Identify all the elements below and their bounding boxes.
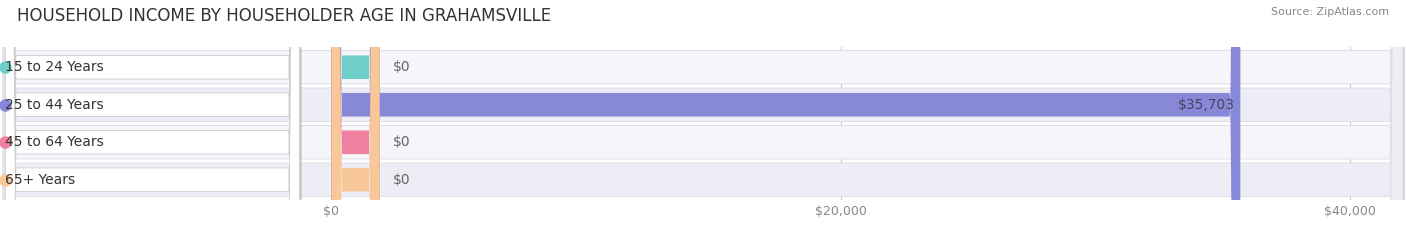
Text: 15 to 24 Years: 15 to 24 Years xyxy=(6,60,104,74)
Text: $35,703: $35,703 xyxy=(1178,98,1234,112)
FancyBboxPatch shape xyxy=(7,0,301,233)
FancyBboxPatch shape xyxy=(7,0,301,233)
FancyBboxPatch shape xyxy=(3,0,1403,233)
FancyBboxPatch shape xyxy=(332,0,380,233)
FancyBboxPatch shape xyxy=(6,0,299,233)
Text: 65+ Years: 65+ Years xyxy=(6,173,76,187)
FancyBboxPatch shape xyxy=(3,0,1403,233)
FancyBboxPatch shape xyxy=(6,0,1405,233)
FancyBboxPatch shape xyxy=(7,0,301,233)
Text: 45 to 64 Years: 45 to 64 Years xyxy=(6,135,104,149)
Text: $0: $0 xyxy=(392,135,411,149)
Text: Source: ZipAtlas.com: Source: ZipAtlas.com xyxy=(1271,7,1389,17)
FancyBboxPatch shape xyxy=(6,0,299,233)
FancyBboxPatch shape xyxy=(6,0,299,233)
FancyBboxPatch shape xyxy=(6,0,299,233)
Text: $0: $0 xyxy=(392,173,411,187)
FancyBboxPatch shape xyxy=(332,0,1240,233)
Text: 25 to 44 Years: 25 to 44 Years xyxy=(6,98,104,112)
FancyBboxPatch shape xyxy=(332,0,380,233)
FancyBboxPatch shape xyxy=(6,0,1405,233)
FancyBboxPatch shape xyxy=(332,0,380,233)
FancyBboxPatch shape xyxy=(3,0,1403,233)
FancyBboxPatch shape xyxy=(6,0,1405,233)
Text: $0: $0 xyxy=(392,60,411,74)
Text: HOUSEHOLD INCOME BY HOUSEHOLDER AGE IN GRAHAMSVILLE: HOUSEHOLD INCOME BY HOUSEHOLDER AGE IN G… xyxy=(17,7,551,25)
FancyBboxPatch shape xyxy=(3,0,1403,233)
FancyBboxPatch shape xyxy=(6,0,1405,233)
FancyBboxPatch shape xyxy=(7,0,301,233)
